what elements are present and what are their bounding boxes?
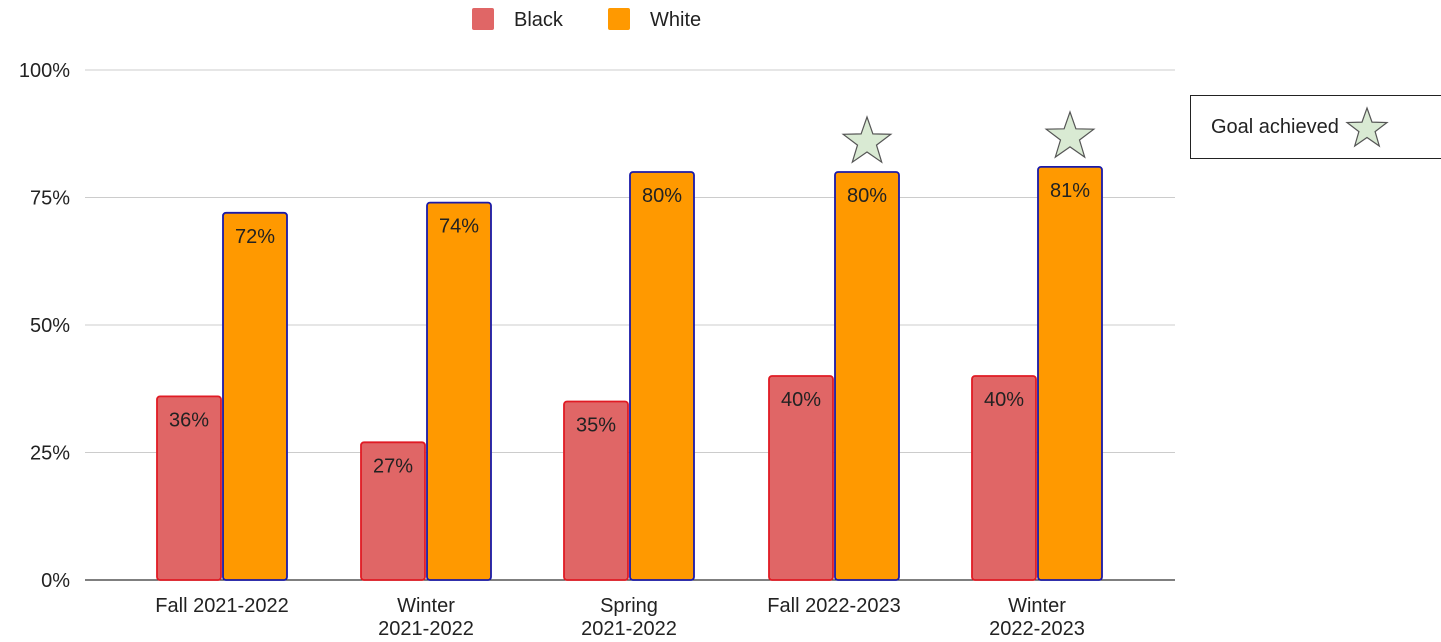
bar-black [360, 441, 426, 581]
bar-black [563, 400, 629, 581]
goal-annotation-box: Goal achieved [1190, 95, 1441, 159]
star-icon [1345, 106, 1389, 148]
x-category-label: Fall 2021-2022 [155, 595, 288, 617]
data-label: 36% [169, 409, 209, 431]
legend: Black White [472, 8, 701, 31]
bar-white [834, 171, 900, 581]
legend-swatch [472, 8, 494, 30]
x-category-label: 2021-2022 [581, 618, 677, 640]
bar-white [629, 171, 695, 581]
legend-label: White [650, 9, 701, 31]
x-category-label: Spring [600, 595, 658, 617]
data-label: 80% [642, 185, 682, 207]
bars: 36% 72% 27% 74% 35% 80% 40% 80% 40% 81% [156, 165, 1103, 581]
data-label: 40% [781, 389, 821, 411]
y-tick-label: 25% [30, 443, 70, 465]
y-axis: 0% 25% 50% 75% 100% [19, 60, 70, 592]
star-icon [841, 115, 893, 164]
bar-black [768, 375, 834, 581]
y-tick-label: 75% [30, 188, 70, 210]
y-tick-label: 100% [19, 60, 70, 82]
bar-black [156, 395, 222, 581]
legend-label: Black [514, 9, 564, 31]
data-label: 81% [1050, 180, 1090, 202]
data-label: 35% [576, 415, 616, 437]
x-axis: Fall 2021-2022 Winter2021-2022Spring2021-… [155, 595, 1085, 640]
x-category-label: 2021-2022 [378, 618, 474, 640]
data-label: 72% [235, 226, 275, 248]
bar-white [222, 211, 288, 581]
goal-achieved-label: Goal achieved [1211, 115, 1339, 138]
bar-black [971, 375, 1037, 581]
data-label: 40% [984, 389, 1024, 411]
y-tick-label: 0% [41, 570, 70, 592]
x-category-label: 2022-2023 [989, 618, 1085, 640]
bar-white [1037, 165, 1103, 581]
star-icon [1044, 110, 1096, 159]
data-label: 27% [373, 455, 413, 477]
bar-white [426, 201, 492, 581]
y-tick-label: 50% [30, 315, 70, 337]
x-category-label: Winter [1008, 595, 1066, 617]
goal-stars [841, 110, 1096, 164]
data-label: 74% [439, 216, 479, 238]
x-category-label: Fall 2022-2023 [767, 595, 900, 617]
legend-swatch [608, 8, 630, 30]
data-label: 80% [847, 185, 887, 207]
x-category-label: Winter [397, 595, 455, 617]
